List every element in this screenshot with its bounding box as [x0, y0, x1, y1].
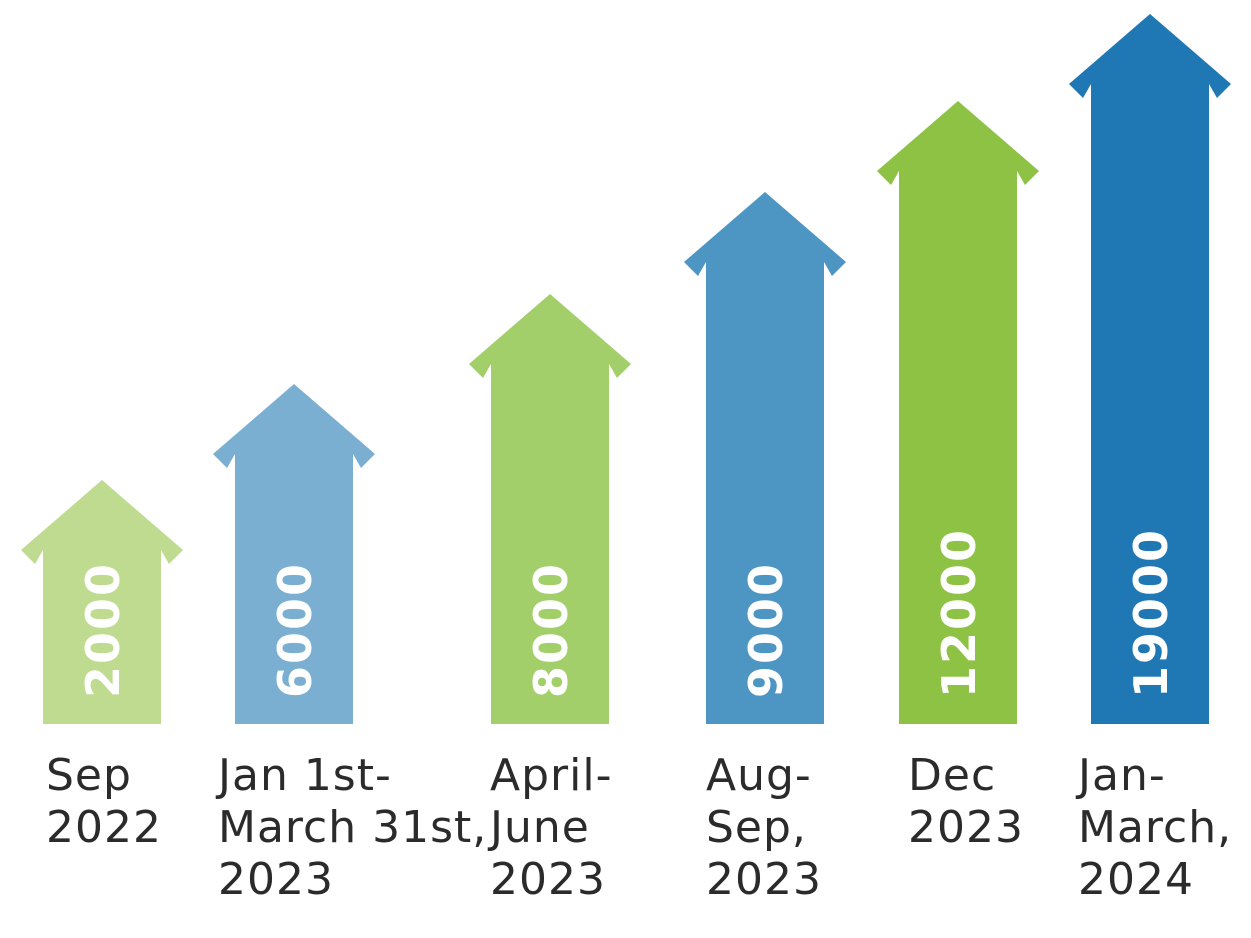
category-label-line: 2022	[46, 802, 162, 853]
category-label-4: Aug- Sep, 2023	[706, 750, 822, 906]
category-label-5: Dec 2023	[908, 750, 1024, 854]
category-label-line: 2023	[706, 854, 822, 905]
category-label-1: Sep 2022	[46, 750, 162, 854]
category-label-line: Jan 1st-	[218, 750, 392, 801]
value-label-6: 19000	[1124, 528, 1178, 698]
arrow-bar-6	[1069, 14, 1231, 724]
category-label-line: Sep,	[706, 802, 807, 853]
arrow-bar-4	[684, 192, 846, 724]
category-label-line: March 31st,	[218, 802, 488, 853]
category-label-line: 2024	[1078, 854, 1194, 905]
category-label-line: Dec	[908, 750, 997, 801]
category-label-3: April- June 2023	[490, 750, 612, 906]
category-label-line: 2023	[490, 854, 606, 905]
arrow-bar-3	[469, 294, 631, 724]
value-label-4: 9000	[739, 562, 793, 698]
value-label-3: 8000	[524, 562, 578, 698]
category-label-line: 2023	[908, 802, 1024, 853]
category-label-line: 2023	[218, 854, 334, 905]
category-label-line: April-	[490, 750, 613, 801]
category-label-line: June	[490, 802, 590, 853]
arrow-bar-2	[213, 384, 375, 724]
value-label-2: 6000	[268, 562, 322, 698]
category-label-line: Sep	[46, 750, 132, 801]
category-label-line: Jan-	[1078, 750, 1166, 801]
category-label-6: Jan- March, 2024	[1078, 750, 1232, 906]
value-label-5: 12000	[932, 528, 986, 698]
category-label-line: March,	[1078, 802, 1233, 853]
category-label-line: Aug-	[706, 750, 812, 801]
arrow-bar-5	[877, 101, 1039, 724]
category-label-2: Jan 1st- March 31st, 2023	[218, 750, 487, 906]
arrow-bar-1	[21, 480, 183, 724]
value-label-1: 2000	[76, 562, 130, 698]
